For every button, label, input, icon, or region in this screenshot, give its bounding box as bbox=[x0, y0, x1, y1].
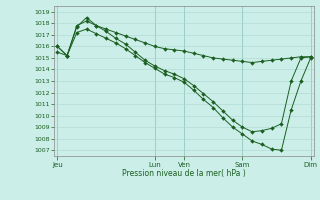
X-axis label: Pression niveau de la mer( hPa ): Pression niveau de la mer( hPa ) bbox=[122, 169, 246, 178]
